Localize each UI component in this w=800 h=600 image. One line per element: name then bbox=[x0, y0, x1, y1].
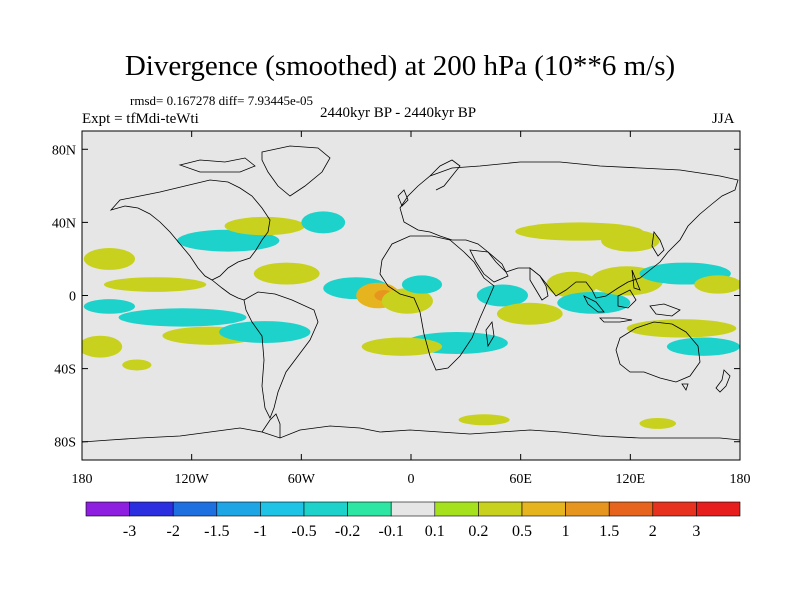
y-tick-label: 80S bbox=[54, 436, 76, 451]
season-label: JJA bbox=[712, 111, 735, 127]
coast-greenland bbox=[261, 145, 331, 197]
colorbar-label: -1.5 bbox=[204, 523, 229, 540]
colorbar-swatch-8 bbox=[434, 501, 479, 517]
coast-tasmania bbox=[681, 383, 689, 391]
coast-sumatra bbox=[583, 295, 605, 313]
colorbar-swatch-14 bbox=[696, 501, 741, 517]
x-tick-label: 60E bbox=[509, 472, 532, 487]
anomaly-region-0 bbox=[83, 247, 136, 270]
anomaly-region-9 bbox=[253, 262, 320, 285]
anomaly-region-24 bbox=[601, 229, 660, 252]
anomaly-region-1 bbox=[103, 277, 207, 292]
anomaly-region-31 bbox=[122, 359, 152, 371]
anomaly-region-10 bbox=[301, 211, 346, 234]
x-tick-label: 120E bbox=[616, 472, 646, 487]
colorbar-label: 0.1 bbox=[425, 523, 445, 540]
coast-madagascar bbox=[485, 320, 495, 348]
coast-eurasia bbox=[399, 161, 739, 299]
colorbar-swatch-6 bbox=[347, 501, 392, 517]
colorbar-label: -0.1 bbox=[379, 523, 404, 540]
coast-british-isles bbox=[397, 189, 409, 207]
anomaly-region-14 bbox=[381, 288, 433, 314]
x-tick-label: 180 bbox=[730, 472, 751, 487]
coast-antarctica bbox=[82, 425, 740, 443]
colorbar-label: 3 bbox=[692, 523, 700, 540]
y-tick-label: 40S bbox=[54, 363, 76, 378]
y-tick-label: 40N bbox=[52, 216, 76, 231]
period-label: 2440kyr BP - 2440kyr BP bbox=[320, 105, 477, 121]
anomaly-region-20 bbox=[546, 271, 598, 298]
coast-north-america bbox=[109, 179, 271, 281]
anomaly-region-30 bbox=[639, 417, 677, 429]
chart-title: Divergence (smoothed) at 200 hPa (10**6 … bbox=[124, 50, 676, 82]
coastline-layer bbox=[82, 145, 740, 443]
coast-central-america bbox=[211, 279, 245, 301]
colorbar-label: -0.2 bbox=[335, 523, 360, 540]
colorbar-label: -1 bbox=[254, 523, 267, 540]
colorbar-label: -2 bbox=[167, 523, 180, 540]
colorbar-label: 1 bbox=[562, 523, 570, 540]
coast-antarctic-peninsula bbox=[261, 413, 281, 438]
colorbar-label: -0.5 bbox=[291, 523, 316, 540]
x-tick-label: 180 bbox=[72, 472, 93, 487]
colorbar-swatch-7 bbox=[390, 501, 436, 517]
coast-arctic-islands bbox=[178, 157, 256, 173]
anomaly-region-5 bbox=[82, 335, 123, 358]
anomaly-layer bbox=[82, 211, 740, 429]
coast-japan bbox=[651, 230, 665, 257]
colorbar-swatch-9 bbox=[478, 501, 523, 517]
coast-new-zealand bbox=[715, 369, 731, 393]
anomaly-region-21 bbox=[557, 291, 631, 314]
colorbar: -3 -2 -1.5 -1 -0.5 -0.2 -0.1 0.1 0.2 0.5 1 1.5 2 3 bbox=[85, 501, 741, 540]
anomaly-region-29 bbox=[458, 414, 510, 426]
anomaly-region-26 bbox=[626, 319, 737, 338]
colorbar-swatch-1 bbox=[129, 501, 174, 517]
colorbar-label: 0.5 bbox=[512, 523, 532, 540]
coast-philippines bbox=[631, 269, 641, 291]
coast-new-guinea bbox=[649, 303, 681, 317]
anomaly-region-18 bbox=[476, 284, 528, 307]
colorbar-swatch-11 bbox=[565, 501, 610, 517]
x-tick-label: 120W bbox=[175, 472, 210, 487]
anomaly-region-28 bbox=[666, 337, 740, 356]
anomaly-region-19 bbox=[496, 302, 563, 325]
colorbar-swatch-4 bbox=[260, 501, 305, 517]
colorbar-swatch-5 bbox=[303, 501, 348, 517]
coast-south-america bbox=[243, 291, 319, 419]
colorbar-label: 1.5 bbox=[599, 523, 619, 540]
stats-label: rmsd= 0.167278 diff= 7.93445e-05 bbox=[130, 93, 314, 108]
colorbar-swatch-12 bbox=[608, 501, 654, 517]
coast-arabia bbox=[469, 249, 509, 283]
colorbar-swatch-0 bbox=[85, 501, 130, 517]
colorbar-swatch-2 bbox=[172, 501, 218, 517]
y-tick-label: 80N bbox=[52, 143, 76, 158]
anomaly-region-3 bbox=[83, 299, 136, 314]
coast-india bbox=[529, 267, 549, 301]
x-tick-label: 60W bbox=[288, 472, 316, 487]
anomaly-region-27 bbox=[694, 275, 740, 294]
x-tick-label: 0 bbox=[408, 472, 415, 487]
colorbar-swatch-10 bbox=[521, 501, 566, 517]
coast-scandinavia bbox=[429, 159, 461, 191]
anomaly-region-15 bbox=[401, 275, 443, 294]
anomaly-region-7 bbox=[177, 229, 280, 252]
coast-australia bbox=[615, 321, 701, 383]
colorbar-label: -3 bbox=[123, 523, 136, 540]
experiment-label: Expt = tfMdi-teWti bbox=[82, 111, 199, 127]
anomaly-region-8 bbox=[224, 216, 305, 236]
coast-borneo bbox=[617, 289, 637, 309]
colorbar-swatch-13 bbox=[652, 501, 697, 517]
anomaly-region-2 bbox=[118, 308, 247, 327]
colorbar-label: 0.2 bbox=[468, 523, 488, 540]
y-tick-label: 0 bbox=[69, 290, 76, 305]
colorbar-label: 2 bbox=[649, 523, 657, 540]
anomaly-region-17 bbox=[361, 337, 443, 356]
coast-java bbox=[599, 317, 633, 323]
anomaly-region-6 bbox=[219, 321, 311, 344]
axis-ticks: 180 120W 60W 0 60E 120E 180 80N 40N 0 40S 80S bbox=[52, 131, 751, 487]
coast-africa bbox=[379, 235, 495, 371]
colorbar-swatch-3 bbox=[216, 501, 261, 517]
